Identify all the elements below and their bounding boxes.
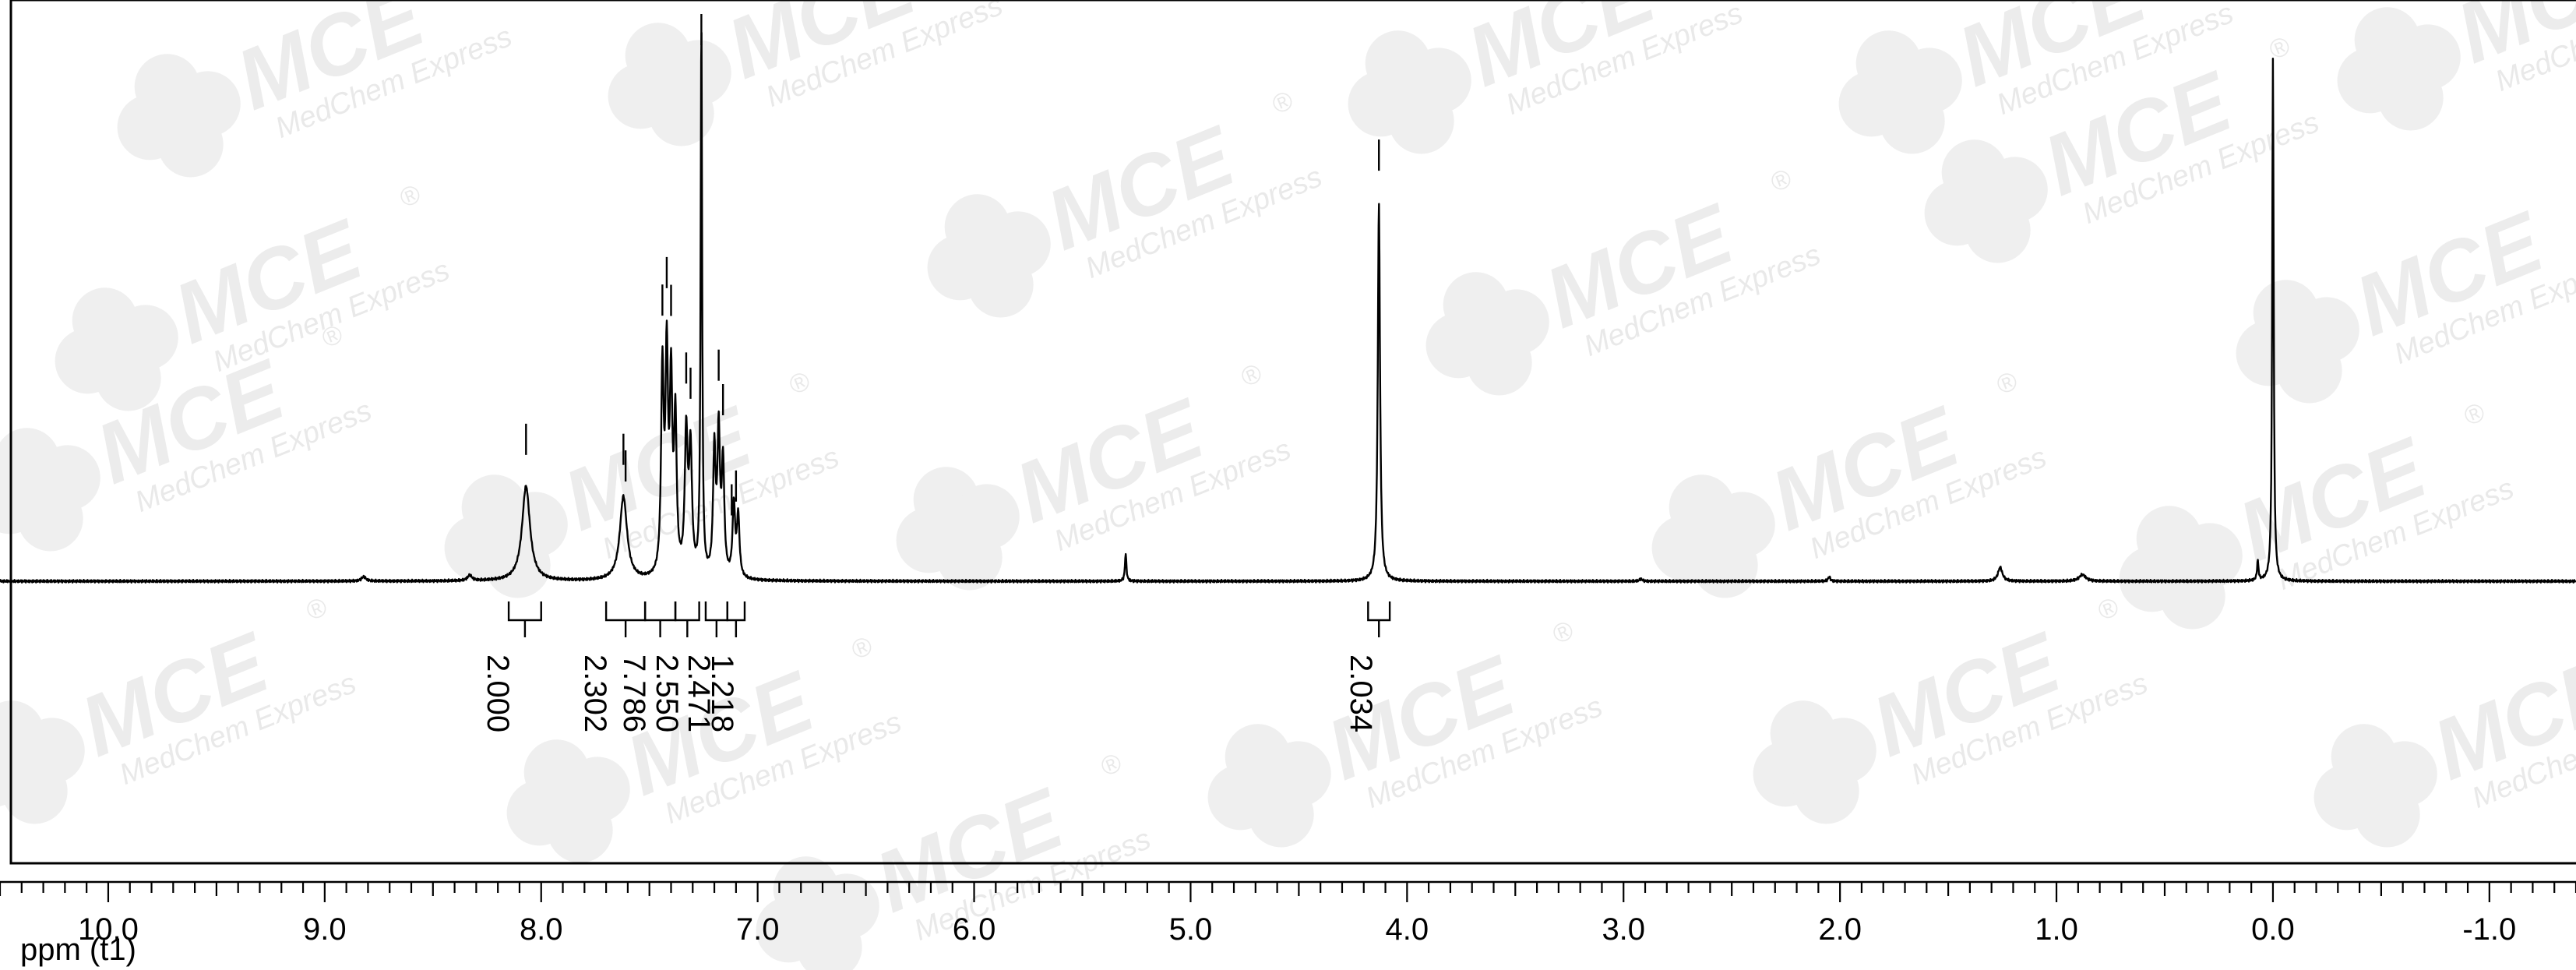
watermark-registered-mark: ® — [1766, 163, 1795, 198]
watermark-registered-mark: ® — [784, 365, 814, 400]
tick-label: 8.0 — [520, 912, 563, 947]
tick-label: 1.0 — [2035, 912, 2078, 947]
tick-label: 10.0 — [78, 912, 139, 947]
tick-label: 2.0 — [1818, 912, 1862, 947]
integral-region — [604, 601, 647, 637]
integral-bracket — [726, 601, 746, 622]
tick-label: 3.0 — [1602, 912, 1645, 947]
integral-label: 2.302 — [578, 654, 612, 732]
watermark-registered-mark: ® — [847, 630, 876, 665]
watermark-logo-icon — [1709, 492, 1775, 558]
watermark-logo-icon — [112, 305, 178, 371]
spectrum-trace — [0, 31, 2576, 584]
plot-frame — [9, 0, 2576, 865]
watermark-registered-mark: ® — [2264, 30, 2294, 65]
tick-label: 4.0 — [1386, 912, 1429, 947]
watermark-logo-icon — [2371, 741, 2437, 807]
integral-region — [674, 601, 700, 637]
integral-label: 2.034 — [1344, 654, 1378, 732]
integral-region — [507, 601, 542, 637]
watermark-registered-mark: ® — [1236, 358, 1266, 393]
integral-region — [1367, 601, 1391, 637]
watermark-logo-icon — [2293, 297, 2359, 363]
integral-bracket — [704, 601, 728, 622]
integral-bracket — [604, 601, 647, 622]
watermark-logo-icon — [1265, 741, 1331, 807]
watermark-registered-mark: ® — [1992, 365, 2021, 400]
integral-bracket — [507, 601, 542, 622]
tick-label: 6.0 — [953, 912, 996, 947]
integral-bracket — [643, 601, 677, 622]
watermark-registered-mark: ® — [395, 178, 425, 213]
watermark-logo-icon — [1896, 48, 1962, 114]
tick-label: 9.0 — [303, 912, 347, 947]
watermark-registered-mark: ® — [1267, 85, 1297, 120]
watermark-logo-icon — [19, 718, 85, 784]
watermark-logo-icon — [564, 757, 630, 823]
integral-bracket — [1367, 601, 1391, 622]
watermark-logo-icon — [1483, 289, 1549, 355]
tick-label: 0.0 — [2251, 912, 2295, 947]
watermark-logo-icon — [985, 211, 1051, 277]
tick-label: -1.0 — [2462, 912, 2516, 947]
integral-label: 2.471 — [682, 654, 716, 732]
watermark-logo-icon — [953, 484, 1020, 550]
integral-bracket — [674, 601, 700, 622]
integral-label: 7.786 — [617, 654, 651, 732]
watermark-logo-icon — [34, 445, 100, 511]
tick-label: 7.0 — [736, 912, 780, 947]
watermark-registered-mark: ® — [2093, 591, 2123, 626]
watermark-logo-icon — [2176, 523, 2243, 589]
integral-label: 1.218 — [705, 654, 739, 732]
watermark-logo-icon — [1405, 48, 1471, 114]
axis-title: ppm (t1) — [20, 933, 136, 967]
watermark-registered-mark: ® — [1548, 615, 1577, 650]
ppm-axis: 10.0 9.0 8.0 7.0 6.0 5.0 4.0 3.0 2.0 1.0 0.0 -1.0 — [0, 880, 2576, 947]
watermark-logo-icon — [174, 71, 241, 137]
tick-label: 5.0 — [1169, 912, 1213, 947]
watermark-registered-mark: ® — [1096, 747, 1126, 782]
watermark-logo-icon — [2395, 24, 2461, 90]
watermark-logo-icon — [813, 873, 879, 940]
integral-region — [704, 601, 728, 637]
watermark-logo-icon — [1982, 157, 2048, 223]
integral-label: 2.000 — [481, 654, 515, 732]
watermark-logo-icon — [665, 40, 731, 106]
watermark-registered-mark: ® — [2459, 397, 2489, 432]
integral-label: 2.550 — [650, 654, 684, 732]
watermark-logo-icon — [1810, 718, 1876, 784]
watermark-logo-icon — [502, 492, 568, 558]
integral-region — [726, 601, 746, 637]
integral-region — [643, 601, 677, 637]
watermark-registered-mark: ® — [301, 591, 331, 626]
